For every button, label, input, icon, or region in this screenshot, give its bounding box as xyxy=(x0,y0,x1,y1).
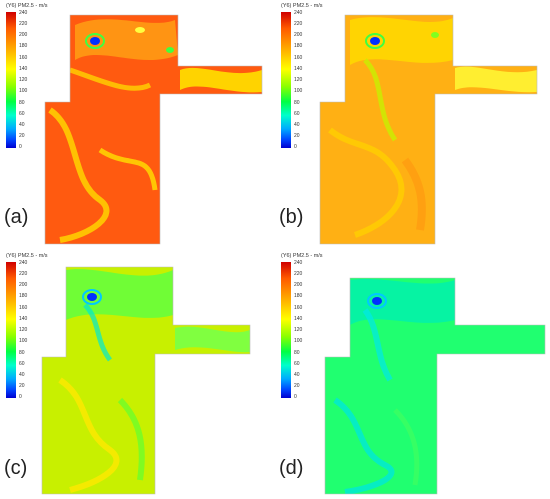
tick-60: 60 xyxy=(19,361,25,367)
panel-label-c: (c) xyxy=(4,457,28,479)
tick-20: 20 xyxy=(294,383,300,389)
tick-80: 80 xyxy=(19,100,25,106)
tick-160: 160 xyxy=(294,55,303,61)
room-contour-plot xyxy=(44,14,263,245)
tick-160: 160 xyxy=(294,305,303,311)
room-contour-plot xyxy=(41,266,251,495)
tick-0: 0 xyxy=(19,394,22,400)
colorbar-title: (Y6) PM2.5 - m/s xyxy=(6,253,48,259)
tick-180: 180 xyxy=(294,293,303,299)
tick-180: 180 xyxy=(19,43,28,49)
panel-label-a: (a) xyxy=(4,206,29,228)
tick-120: 120 xyxy=(294,327,303,333)
tick-200: 200 xyxy=(19,282,28,288)
panel-d: (Y6) PM2.5 - m/s 240 220 200 180 160 140… xyxy=(275,250,550,499)
colorbar-title: (Y6) PM2.5 - m/s xyxy=(281,3,323,9)
tick-0: 0 xyxy=(294,144,297,150)
tick-20: 20 xyxy=(19,383,25,389)
tick-200: 200 xyxy=(294,32,303,38)
colorbar-title: (Y6) PM2.5 - m/s xyxy=(281,253,323,259)
tick-160: 160 xyxy=(19,55,28,61)
tick-180: 180 xyxy=(294,43,303,49)
tick-100: 100 xyxy=(19,88,28,94)
tick-40: 40 xyxy=(294,122,300,128)
tick-220: 220 xyxy=(19,21,28,27)
tick-220: 220 xyxy=(294,271,303,277)
panel-label-b: (b) xyxy=(279,206,304,228)
tick-0: 0 xyxy=(19,144,22,150)
tick-60: 60 xyxy=(294,111,300,117)
tick-80: 80 xyxy=(294,350,300,356)
tick-100: 100 xyxy=(294,88,303,94)
tick-100: 100 xyxy=(294,338,303,344)
colorbar-title: (Y6) PM2.5 - m/s xyxy=(6,3,48,9)
tick-140: 140 xyxy=(19,66,28,72)
tick-220: 220 xyxy=(294,21,303,27)
tick-140: 140 xyxy=(294,316,303,322)
tick-120: 120 xyxy=(19,327,28,333)
tick-40: 40 xyxy=(294,372,300,378)
tick-180: 180 xyxy=(19,293,28,299)
tick-120: 120 xyxy=(294,77,303,83)
tick-60: 60 xyxy=(19,111,25,117)
tick-80: 80 xyxy=(294,100,300,106)
tick-20: 20 xyxy=(294,133,300,139)
tick-40: 40 xyxy=(19,372,25,378)
tick-240: 240 xyxy=(19,10,28,16)
tick-120: 120 xyxy=(19,77,28,83)
tick-200: 200 xyxy=(294,282,303,288)
colorbar xyxy=(281,12,291,148)
tick-0: 0 xyxy=(294,394,297,400)
panel-label-d: (d) xyxy=(279,457,304,479)
panel-c: (Y6) PM2.5 - m/s 240 220 200 180 160 140… xyxy=(0,250,275,499)
colorbar xyxy=(281,262,291,398)
panel-a: (Y6) PM2.5 - m/s 240 220 200 180 160 140… xyxy=(0,0,275,249)
colorbar xyxy=(6,262,16,398)
tick-100: 100 xyxy=(19,338,28,344)
panel-b: (Y6) PM2.5 - m/s 240 220 200 180 160 140… xyxy=(275,0,550,249)
tick-240: 240 xyxy=(294,260,303,266)
tick-140: 140 xyxy=(19,316,28,322)
tick-20: 20 xyxy=(19,133,25,139)
tick-140: 140 xyxy=(294,66,303,72)
tick-240: 240 xyxy=(19,260,28,266)
tick-220: 220 xyxy=(19,271,28,277)
tick-240: 240 xyxy=(294,10,303,16)
room-contour-plot xyxy=(324,277,546,495)
tick-80: 80 xyxy=(19,350,25,356)
tick-60: 60 xyxy=(294,361,300,367)
tick-160: 160 xyxy=(19,305,28,311)
colorbar xyxy=(6,12,16,148)
tick-40: 40 xyxy=(19,122,25,128)
tick-200: 200 xyxy=(19,32,28,38)
room-contour-plot xyxy=(319,14,538,245)
